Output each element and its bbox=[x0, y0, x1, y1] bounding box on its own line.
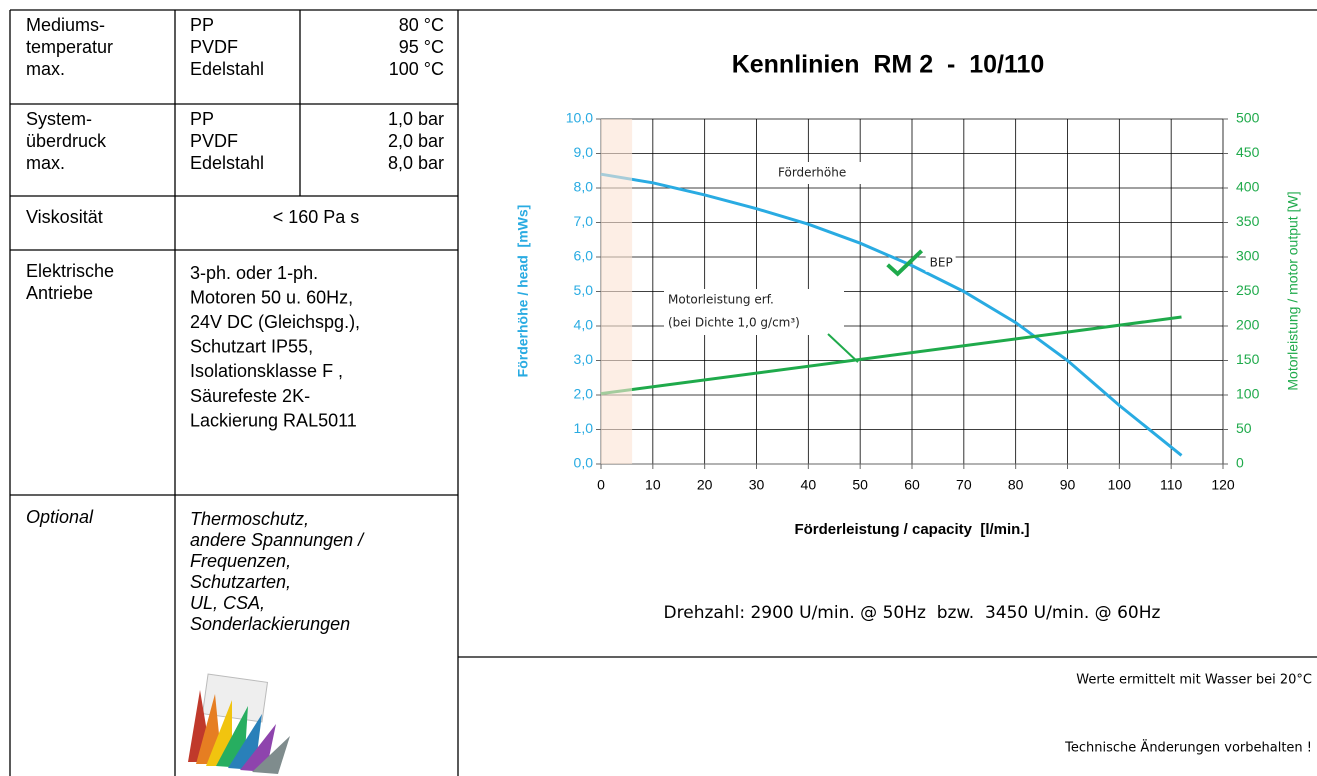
x-axis-title: Förderleistung / capacity [l/min.] bbox=[794, 521, 1029, 538]
row-text: Isolationsklasse F , bbox=[190, 361, 343, 381]
series-label: Förderhöhe bbox=[778, 166, 846, 180]
row-text: UL, CSA, bbox=[190, 593, 265, 613]
x-tick-label: 0 bbox=[597, 477, 605, 493]
row-text: < 160 Pa s bbox=[273, 207, 360, 227]
row-label: System- bbox=[26, 109, 92, 129]
y-tick-label: 7,0 bbox=[574, 213, 594, 229]
row-label: überdruck bbox=[26, 131, 107, 151]
material: PVDF bbox=[190, 37, 238, 57]
row-label: Elektrische bbox=[26, 261, 114, 281]
x-tick-label: 10 bbox=[645, 477, 661, 493]
x-tick-label: 40 bbox=[801, 477, 817, 493]
y-tick-label: 2,0 bbox=[574, 386, 594, 402]
material: PVDF bbox=[190, 131, 238, 151]
series-label: Motorleistung erf. bbox=[668, 293, 774, 307]
leader-line bbox=[828, 334, 858, 362]
x-tick-label: 70 bbox=[956, 477, 972, 493]
x-tick-label: 100 bbox=[1108, 477, 1132, 493]
y-tick-label: 0,0 bbox=[574, 455, 594, 471]
highlight-band bbox=[601, 119, 632, 464]
x-tick-label: 90 bbox=[1060, 477, 1076, 493]
material-value: 2,0 bar bbox=[388, 131, 444, 151]
y-tick-label: 6,0 bbox=[574, 248, 594, 264]
y2-axis-title: Motorleistung / motor output [W] bbox=[1285, 191, 1301, 390]
material-value: 100 °C bbox=[389, 59, 444, 79]
ral-fan-icon bbox=[188, 674, 290, 774]
material-value: 1,0 bar bbox=[388, 109, 444, 129]
page: Mediums-temperaturmax.PPPVDFEdelstahl80 … bbox=[0, 0, 1317, 776]
material: Edelstahl bbox=[190, 153, 264, 173]
material-value: 95 °C bbox=[399, 37, 444, 57]
x-tick-label: 120 bbox=[1211, 477, 1235, 493]
row-label: Antriebe bbox=[26, 283, 93, 303]
x-tick-label: 80 bbox=[1008, 477, 1024, 493]
y2-tick-label: 450 bbox=[1236, 144, 1260, 160]
x-tick-label: 30 bbox=[749, 477, 765, 493]
chart-title: Kennlinien RM 2 - 10/110 bbox=[732, 51, 1045, 79]
x-tick-label: 110 bbox=[1160, 477, 1183, 493]
row-text: 3-ph. oder 1-ph. bbox=[190, 263, 318, 283]
y-tick-label: 10,0 bbox=[566, 110, 593, 126]
row-label: Viskosität bbox=[26, 207, 103, 227]
y-tick-label: 3,0 bbox=[574, 351, 594, 367]
row-text: Motoren 50 u. 60Hz, bbox=[190, 287, 353, 307]
bep-label: BEP bbox=[930, 255, 953, 269]
y2-tick-label: 300 bbox=[1236, 248, 1260, 264]
y2-tick-label: 400 bbox=[1236, 179, 1260, 195]
x-tick-label: 50 bbox=[852, 477, 868, 493]
y-tick-label: 4,0 bbox=[574, 317, 594, 333]
y2-tick-label: 150 bbox=[1236, 351, 1260, 367]
material: Edelstahl bbox=[190, 59, 264, 79]
y-tick-label: 8,0 bbox=[574, 179, 594, 195]
note: Werte ermittelt mit Wasser bei 20°C bbox=[1076, 673, 1312, 688]
series-note: (bei Dichte 1,0 g/cm³) bbox=[668, 316, 800, 330]
row-text: Frequenzen, bbox=[190, 551, 291, 571]
y-tick-label: 1,0 bbox=[574, 420, 594, 436]
row-text: 24V DC (Gleichspg.), bbox=[190, 312, 360, 332]
row-text: Schutzart IP55, bbox=[190, 337, 313, 357]
y-tick-label: 5,0 bbox=[574, 282, 594, 298]
material-value: 80 °C bbox=[399, 15, 444, 35]
note: Technische Änderungen vorbehalten ! bbox=[1064, 740, 1312, 756]
x-tick-label: 20 bbox=[697, 477, 713, 493]
row-text: Sonderlackierungen bbox=[190, 614, 350, 634]
y2-tick-label: 50 bbox=[1236, 420, 1252, 436]
y2-tick-label: 200 bbox=[1236, 317, 1260, 333]
row-label: Mediums- bbox=[26, 15, 105, 35]
y-tick-label: 9,0 bbox=[574, 144, 594, 160]
row-text: Lackierung RAL5011 bbox=[190, 410, 357, 430]
row-text: Schutzarten, bbox=[190, 572, 291, 592]
y2-tick-label: 250 bbox=[1236, 282, 1260, 298]
row-label: Optional bbox=[26, 507, 94, 527]
row-text: Säurefeste 2K- bbox=[190, 386, 310, 406]
material: PP bbox=[190, 109, 214, 129]
y2-tick-label: 0 bbox=[1236, 455, 1244, 471]
row-label: max. bbox=[26, 59, 65, 79]
row-text: Thermoschutz, bbox=[190, 509, 309, 529]
y-axis-title: Förderhöhe / head [mWs] bbox=[515, 205, 531, 378]
y2-tick-label: 500 bbox=[1236, 110, 1260, 126]
row-label: max. bbox=[26, 153, 65, 173]
row-text: andere Spannungen / bbox=[190, 530, 365, 550]
footnote: Drehzahl: 2900 U/min. @ 50Hz bzw. 3450 U… bbox=[664, 603, 1161, 623]
material: PP bbox=[190, 15, 214, 35]
x-tick-label: 60 bbox=[904, 477, 920, 493]
y2-tick-label: 100 bbox=[1236, 386, 1260, 402]
material-value: 8,0 bar bbox=[388, 153, 444, 173]
y2-tick-label: 350 bbox=[1236, 213, 1260, 229]
row-label: temperatur bbox=[26, 37, 113, 57]
